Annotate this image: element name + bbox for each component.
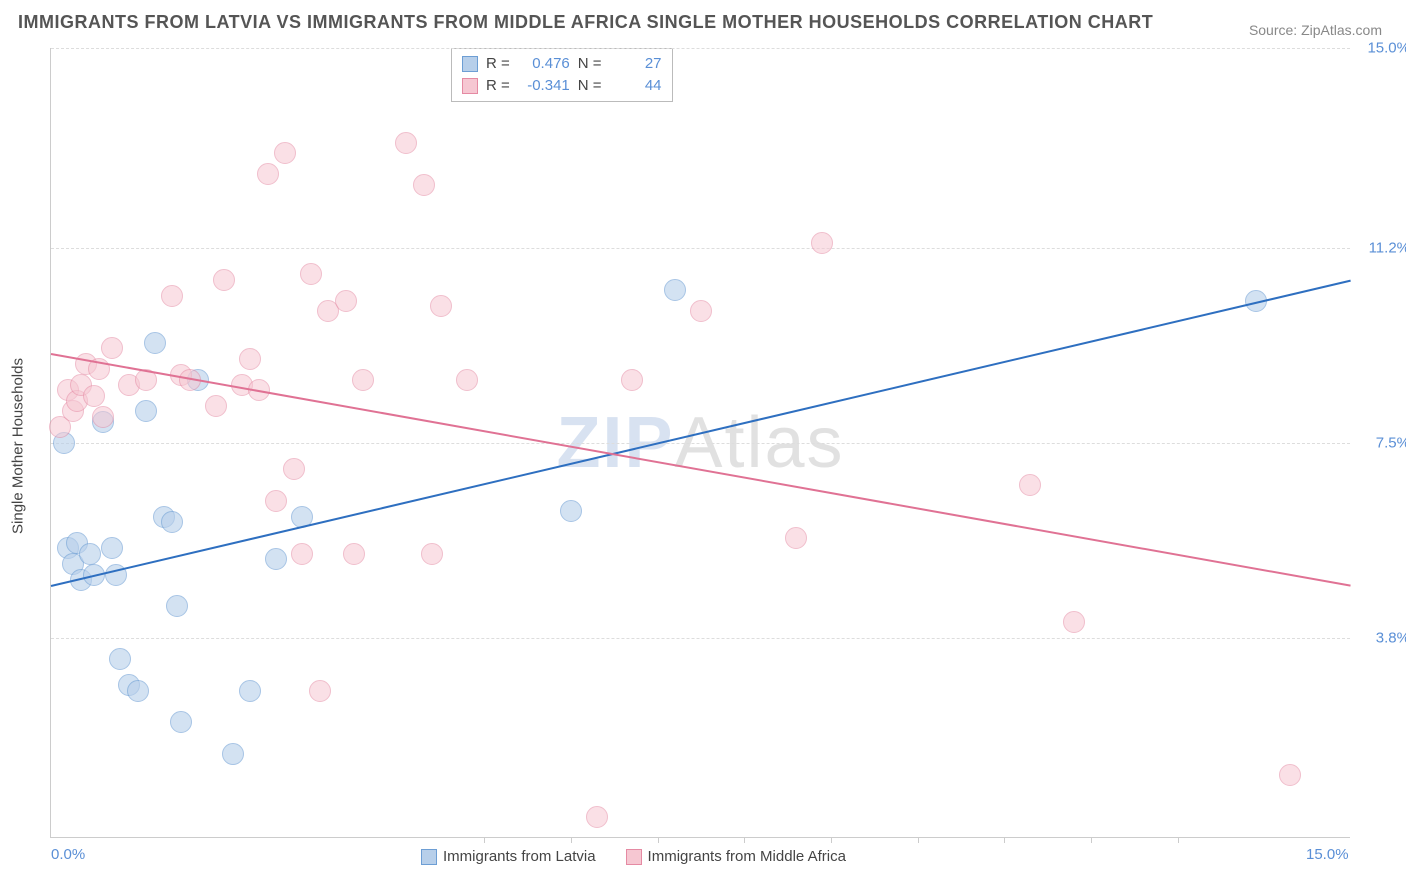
data-point-latvia	[144, 332, 166, 354]
x-tick-label: 15.0%	[1306, 846, 1349, 863]
data-point-latvia	[560, 500, 582, 522]
stats-box: R = 0.476 N = 27 R = -0.341 N = 44	[451, 48, 673, 102]
legend-bottom: Immigrants from Latvia Immigrants from M…	[421, 848, 846, 865]
y-tick-label: 3.8%	[1356, 629, 1406, 646]
data-point-middle_africa	[811, 232, 833, 254]
x-tick-label: 0.0%	[51, 846, 85, 863]
data-point-middle_africa	[257, 163, 279, 185]
data-point-middle_africa	[1279, 764, 1301, 786]
data-point-middle_africa	[161, 285, 183, 307]
data-point-latvia	[109, 648, 131, 670]
data-point-middle_africa	[395, 132, 417, 154]
stats-row-latvia: R = 0.476 N = 27	[462, 53, 662, 75]
data-point-middle_africa	[352, 369, 374, 391]
data-point-latvia	[127, 680, 149, 702]
data-point-middle_africa	[421, 543, 443, 565]
data-point-middle_africa	[586, 806, 608, 828]
data-point-middle_africa	[205, 395, 227, 417]
data-point-middle_africa	[690, 300, 712, 322]
data-point-middle_africa	[456, 369, 478, 391]
n-label: N =	[578, 75, 602, 97]
x-minor-tick	[831, 837, 832, 843]
data-point-latvia	[222, 743, 244, 765]
r-label: R =	[486, 53, 510, 75]
legend-label-middle-africa: Immigrants from Middle Africa	[648, 848, 846, 865]
data-point-middle_africa	[300, 263, 322, 285]
data-point-middle_africa	[265, 490, 287, 512]
data-point-middle_africa	[83, 385, 105, 407]
data-point-middle_africa	[309, 680, 331, 702]
data-point-middle_africa	[1063, 611, 1085, 633]
chart-container: IMMIGRANTS FROM LATVIA VS IMMIGRANTS FRO…	[0, 0, 1406, 892]
x-minor-tick	[744, 837, 745, 843]
trend-line-latvia	[51, 280, 1351, 587]
trend-line-middle_africa	[51, 353, 1351, 587]
y-tick-label: 11.2%	[1356, 240, 1406, 257]
swatch-latvia	[421, 849, 437, 865]
data-point-middle_africa	[283, 458, 305, 480]
data-point-middle_africa	[291, 543, 313, 565]
r-label: R =	[486, 75, 510, 97]
y-tick-label: 7.5%	[1356, 435, 1406, 452]
data-point-latvia	[170, 711, 192, 733]
x-minor-tick	[918, 837, 919, 843]
gridline	[51, 48, 1350, 49]
gridline	[51, 443, 1350, 444]
x-minor-tick	[484, 837, 485, 843]
swatch-middle-africa	[462, 78, 478, 94]
swatch-middle-africa	[626, 849, 642, 865]
data-point-middle_africa	[621, 369, 643, 391]
y-axis-label: Single Mother Households	[10, 358, 27, 534]
data-point-latvia	[161, 511, 183, 533]
legend-label-latvia: Immigrants from Latvia	[443, 848, 596, 865]
data-point-middle_africa	[92, 406, 114, 428]
chart-title: IMMIGRANTS FROM LATVIA VS IMMIGRANTS FRO…	[18, 12, 1153, 33]
x-minor-tick	[571, 837, 572, 843]
legend-item-latvia: Immigrants from Latvia	[421, 848, 596, 865]
x-minor-tick	[1004, 837, 1005, 843]
data-point-latvia	[79, 543, 101, 565]
x-minor-tick	[658, 837, 659, 843]
gridline	[51, 638, 1350, 639]
data-point-middle_africa	[213, 269, 235, 291]
n-value-middle-africa: 44	[610, 75, 662, 97]
plot-area: ZIPAtlas R = 0.476 N = 27 R = -0.341 N =…	[50, 48, 1350, 838]
stats-row-middle-africa: R = -0.341 N = 44	[462, 75, 662, 97]
r-value-middle-africa: -0.341	[518, 75, 570, 97]
legend-item-middle-africa: Immigrants from Middle Africa	[626, 848, 846, 865]
n-label: N =	[578, 53, 602, 75]
data-point-latvia	[166, 595, 188, 617]
y-tick-label: 15.0%	[1356, 40, 1406, 57]
x-minor-tick	[1178, 837, 1179, 843]
r-value-latvia: 0.476	[518, 53, 570, 75]
data-point-middle_africa	[101, 337, 123, 359]
data-point-middle_africa	[239, 348, 261, 370]
gridline	[51, 248, 1350, 249]
data-point-middle_africa	[1019, 474, 1041, 496]
x-minor-tick	[1091, 837, 1092, 843]
n-value-latvia: 27	[610, 53, 662, 75]
swatch-latvia	[462, 56, 478, 72]
data-point-latvia	[239, 680, 261, 702]
data-point-middle_africa	[335, 290, 357, 312]
data-point-middle_africa	[785, 527, 807, 549]
data-point-latvia	[135, 400, 157, 422]
data-point-latvia	[101, 537, 123, 559]
data-point-middle_africa	[274, 142, 296, 164]
data-point-latvia	[664, 279, 686, 301]
data-point-latvia	[265, 548, 287, 570]
source-label: Source: ZipAtlas.com	[1249, 22, 1382, 38]
data-point-middle_africa	[413, 174, 435, 196]
data-point-middle_africa	[430, 295, 452, 317]
data-point-middle_africa	[343, 543, 365, 565]
